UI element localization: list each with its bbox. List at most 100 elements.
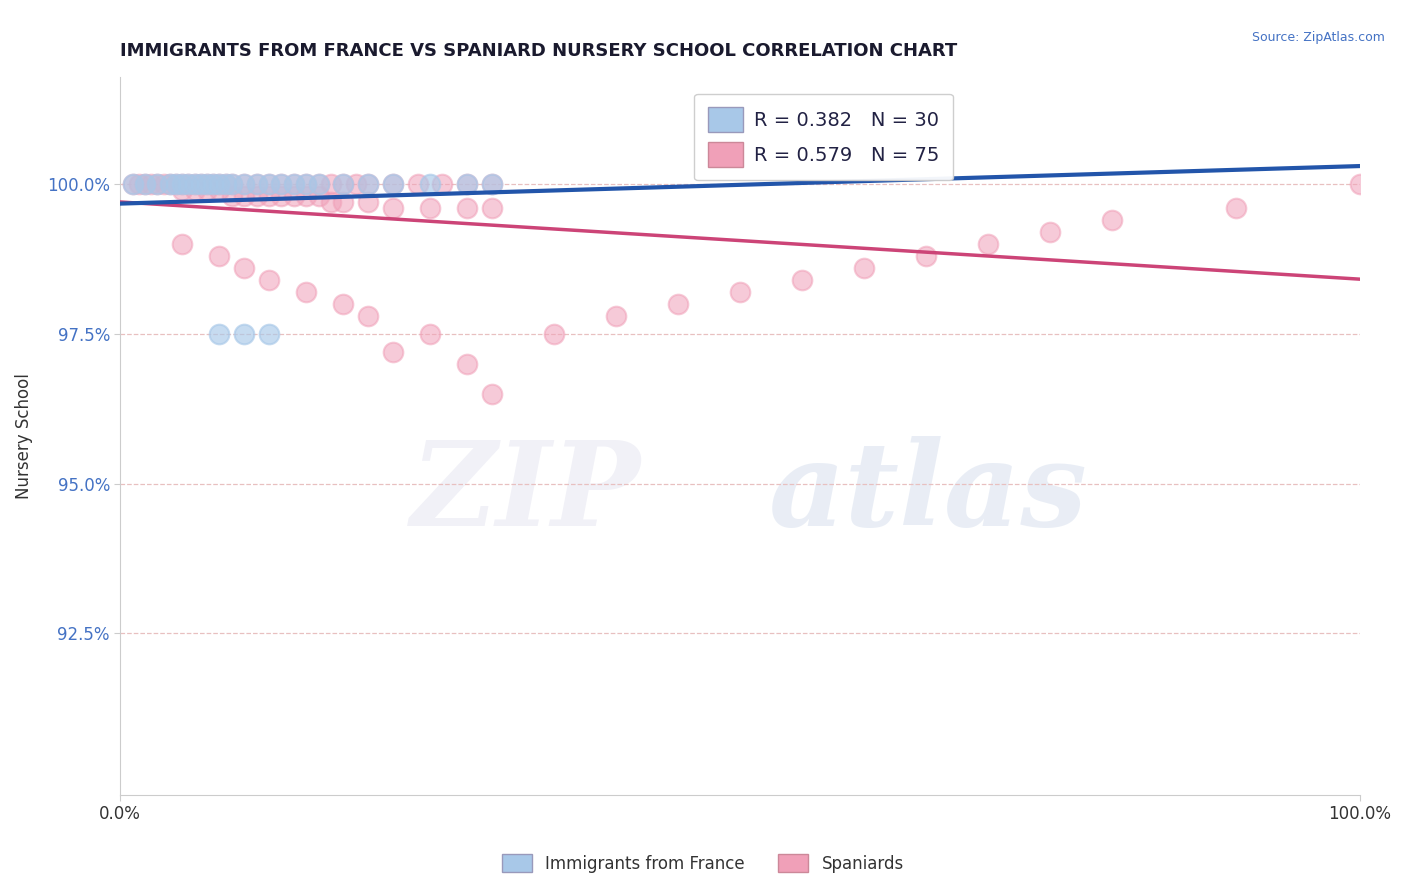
Point bbox=[481, 178, 503, 192]
Text: IMMIGRANTS FROM FRANCE VS SPANIARD NURSERY SCHOOL CORRELATION CHART: IMMIGRANTS FROM FRANCE VS SPANIARD NURSE… bbox=[121, 42, 957, 60]
Point bbox=[295, 178, 318, 192]
Point bbox=[283, 178, 305, 192]
Point bbox=[202, 178, 225, 192]
Point bbox=[852, 261, 875, 276]
Point bbox=[257, 326, 280, 341]
Point bbox=[172, 178, 194, 192]
Point bbox=[257, 273, 280, 287]
Point bbox=[190, 178, 212, 192]
Point bbox=[214, 178, 236, 192]
Point bbox=[357, 309, 380, 323]
Point bbox=[790, 273, 813, 287]
Point bbox=[208, 178, 231, 192]
Point bbox=[332, 195, 354, 210]
Point bbox=[295, 178, 318, 192]
Point bbox=[221, 178, 243, 192]
Point bbox=[270, 178, 292, 192]
Point bbox=[344, 178, 367, 192]
Point bbox=[1348, 178, 1371, 192]
Point bbox=[257, 189, 280, 203]
Point bbox=[246, 178, 269, 192]
Point bbox=[159, 178, 181, 192]
Legend: Immigrants from France, Spaniards: Immigrants from France, Spaniards bbox=[495, 847, 911, 880]
Point bbox=[1101, 213, 1123, 227]
Point bbox=[332, 297, 354, 311]
Point bbox=[208, 326, 231, 341]
Point bbox=[202, 178, 225, 192]
Point bbox=[295, 285, 318, 300]
Point bbox=[177, 178, 200, 192]
Point bbox=[195, 183, 218, 197]
Point bbox=[308, 178, 330, 192]
Point bbox=[195, 178, 218, 192]
Point bbox=[728, 285, 751, 300]
Point bbox=[195, 178, 218, 192]
Point bbox=[177, 178, 200, 192]
Point bbox=[134, 178, 156, 192]
Point bbox=[419, 178, 441, 192]
Point bbox=[208, 183, 231, 197]
Point bbox=[121, 178, 143, 192]
Point bbox=[406, 178, 429, 192]
Y-axis label: Nursery School: Nursery School bbox=[15, 373, 32, 499]
Point bbox=[233, 326, 256, 341]
Point bbox=[419, 202, 441, 216]
Point bbox=[381, 178, 404, 192]
Text: Source: ZipAtlas.com: Source: ZipAtlas.com bbox=[1251, 31, 1385, 45]
Point bbox=[128, 178, 150, 192]
Point bbox=[456, 202, 478, 216]
Point bbox=[221, 178, 243, 192]
Point bbox=[172, 237, 194, 252]
Point bbox=[159, 178, 181, 192]
Point bbox=[481, 387, 503, 401]
Point bbox=[233, 178, 256, 192]
Point bbox=[381, 202, 404, 216]
Point bbox=[172, 178, 194, 192]
Point bbox=[134, 178, 156, 192]
Point bbox=[456, 357, 478, 371]
Point bbox=[246, 189, 269, 203]
Point bbox=[172, 183, 194, 197]
Point bbox=[914, 249, 936, 263]
Point bbox=[141, 178, 163, 192]
Point bbox=[605, 309, 627, 323]
Point bbox=[221, 189, 243, 203]
Point bbox=[190, 178, 212, 192]
Point bbox=[295, 189, 318, 203]
Point bbox=[456, 178, 478, 192]
Point bbox=[332, 178, 354, 192]
Point bbox=[308, 178, 330, 192]
Point bbox=[246, 178, 269, 192]
Point bbox=[381, 345, 404, 359]
Point bbox=[152, 178, 174, 192]
Point bbox=[481, 178, 503, 192]
Point bbox=[214, 178, 236, 192]
Point bbox=[332, 178, 354, 192]
Point bbox=[381, 178, 404, 192]
Legend: R = 0.382   N = 30, R = 0.579   N = 75: R = 0.382 N = 30, R = 0.579 N = 75 bbox=[695, 94, 953, 180]
Point bbox=[432, 178, 454, 192]
Point bbox=[456, 178, 478, 192]
Point bbox=[419, 326, 441, 341]
Point bbox=[208, 249, 231, 263]
Point bbox=[1039, 225, 1062, 239]
Point bbox=[357, 178, 380, 192]
Point bbox=[1225, 202, 1247, 216]
Point bbox=[146, 178, 169, 192]
Point bbox=[543, 326, 565, 341]
Point bbox=[666, 297, 689, 311]
Point bbox=[183, 183, 205, 197]
Point bbox=[283, 178, 305, 192]
Point bbox=[233, 178, 256, 192]
Point bbox=[481, 202, 503, 216]
Point bbox=[165, 178, 187, 192]
Text: atlas: atlas bbox=[768, 436, 1087, 550]
Point bbox=[270, 178, 292, 192]
Point bbox=[233, 189, 256, 203]
Point bbox=[165, 178, 187, 192]
Point bbox=[319, 178, 342, 192]
Point bbox=[357, 195, 380, 210]
Point bbox=[319, 195, 342, 210]
Point bbox=[257, 178, 280, 192]
Point bbox=[233, 261, 256, 276]
